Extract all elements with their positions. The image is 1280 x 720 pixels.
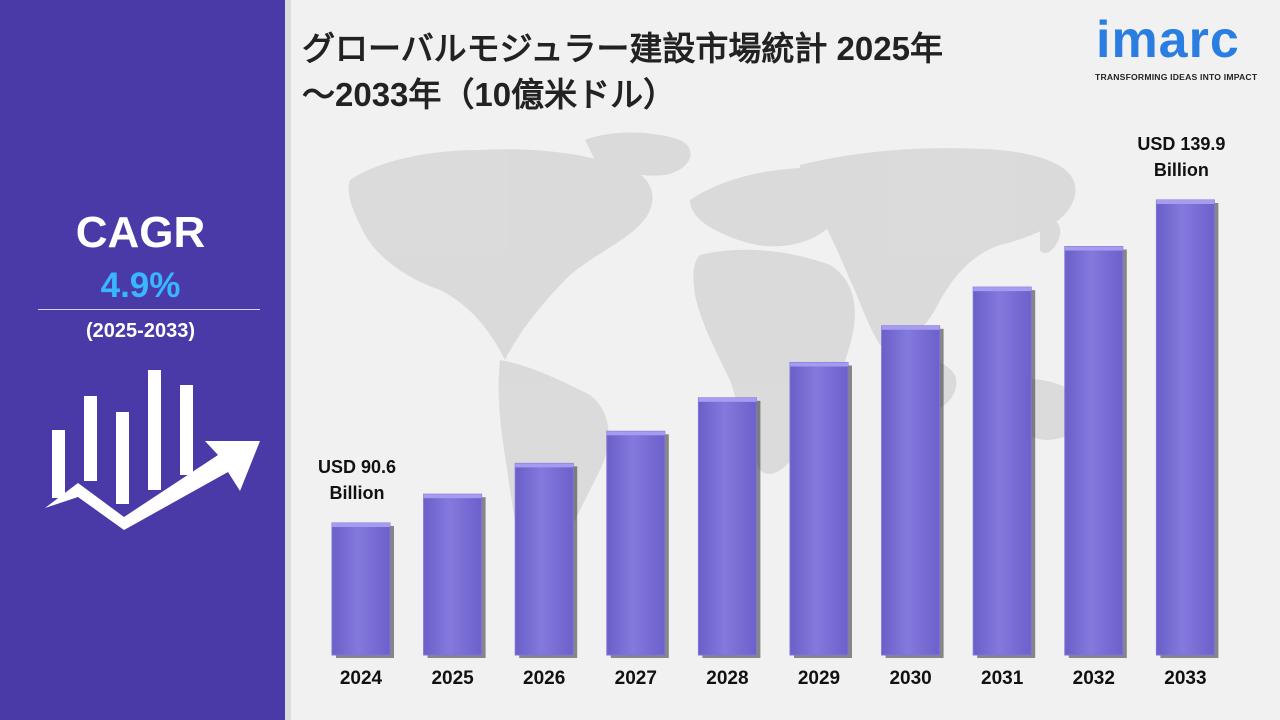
cagr-period: (2025-2033) xyxy=(86,320,195,342)
x-tick-label-2028: 2028 xyxy=(706,668,748,689)
cagr-label: CAGR xyxy=(75,208,206,257)
data-label-2033-line1: USD 139.9 xyxy=(1137,134,1225,154)
bar-2031 xyxy=(972,286,1032,656)
bar-2029 xyxy=(789,361,849,656)
x-tick-label-2024: 2024 xyxy=(340,668,383,689)
chart-title: グローバルモジュラー建設市場統計 2025年 ～2033年（10億米ドル） xyxy=(302,26,1062,118)
cagr-value: 4.9% xyxy=(100,266,181,305)
x-tick-label-2032: 2032 xyxy=(1073,668,1115,689)
bar-top-highlight xyxy=(1064,246,1123,251)
chart-title-line-2: ～2033年（10億米ドル） xyxy=(302,76,677,113)
bar-2025 xyxy=(423,493,483,656)
data-label-2024-line1: USD 90.6 xyxy=(318,457,396,477)
x-tick-label-2026: 2026 xyxy=(523,668,565,689)
bar-top-highlight xyxy=(790,362,848,367)
bar-series xyxy=(331,199,1219,658)
data-label-2033-line2: Billion xyxy=(1154,160,1209,180)
growth-chart-arrow-icon xyxy=(45,370,260,530)
x-tick-label-2027: 2027 xyxy=(615,668,657,689)
bar-top-highlight xyxy=(515,463,574,468)
bar-2026 xyxy=(514,462,574,656)
bar-top-highlight xyxy=(1156,200,1215,204)
x-tick-label-2025: 2025 xyxy=(431,668,474,689)
x-axis-tick-labels: 2024 2025 2026 2027 2028 2029 2030 2031 2032 2033 xyxy=(340,668,1207,689)
bar-2033 xyxy=(1155,199,1215,656)
imarc-logo: imarc TRANSFORMING IDEAS INTO IMPACT xyxy=(1090,11,1270,84)
cagr-divider xyxy=(38,309,260,310)
data-labels: USD 90.6 Billion USD 139.9 Billion xyxy=(318,134,1225,503)
x-tick-label-2030: 2030 xyxy=(889,668,931,689)
x-tick-label-2033: 2033 xyxy=(1164,668,1206,689)
bar-top-highlight xyxy=(698,397,757,402)
logo-tagline: TRANSFORMING IDEAS INTO IMPACT xyxy=(1095,72,1258,82)
bar-top-highlight xyxy=(973,287,1032,292)
data-label-2024-line2: Billion xyxy=(330,483,385,503)
bar-top-highlight xyxy=(332,523,390,527)
sidebar: CAGR 4.9% (2025-2033) xyxy=(0,0,285,720)
bar-top-highlight xyxy=(881,325,940,330)
chart-title-line-1: グローバルモジュラー建設市場統計 2025年 xyxy=(302,30,943,67)
bar-2032 xyxy=(1064,246,1124,656)
x-tick-label-2029: 2029 xyxy=(798,668,840,689)
bar-top-highlight xyxy=(606,431,665,436)
x-tick-label-2031: 2031 xyxy=(981,668,1024,689)
bar-2028 xyxy=(697,397,757,656)
bar-2027 xyxy=(606,430,666,656)
sidebar-edge xyxy=(285,0,291,720)
bar-2024 xyxy=(331,522,391,656)
logo-wordmark: imarc xyxy=(1096,11,1240,69)
bar-top-highlight xyxy=(423,494,482,499)
bar-2030 xyxy=(881,325,941,656)
